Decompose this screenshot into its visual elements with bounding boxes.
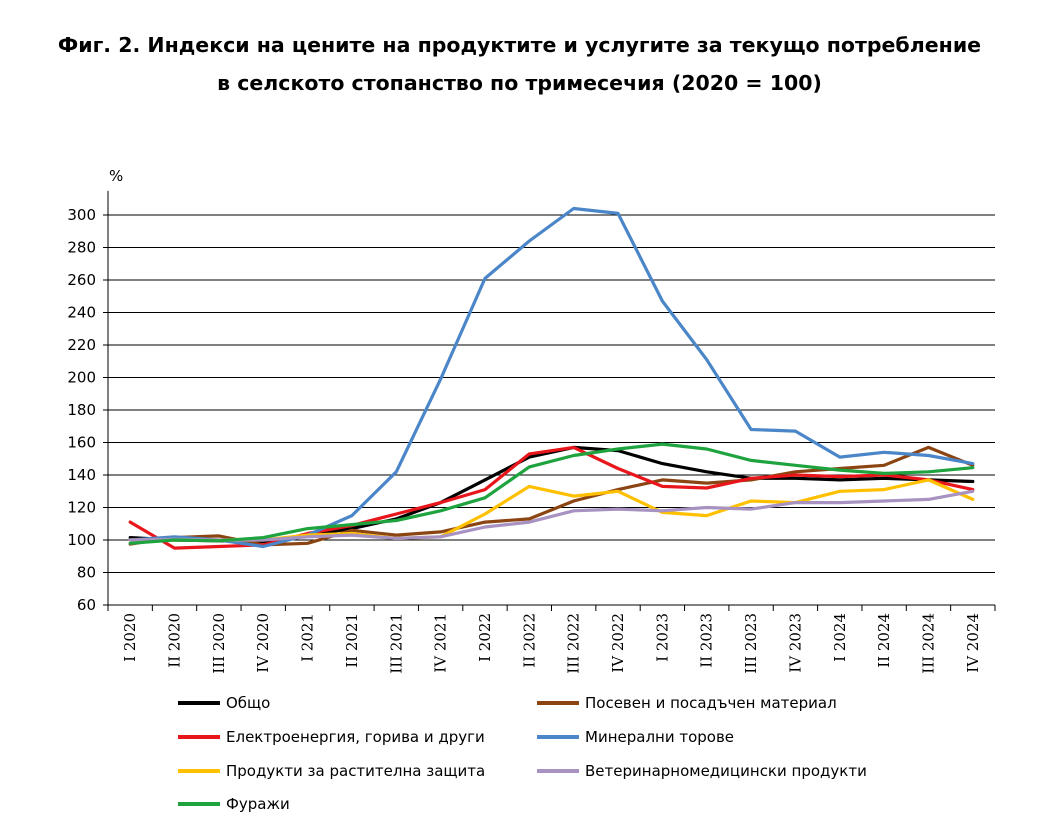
x-tick-label-19: IV 2024 [964,613,982,673]
axes [103,190,996,611]
y-tick-label-260: 260 [67,271,96,289]
y-tick-label-280: 280 [67,239,96,257]
y-tick-label-180: 180 [67,401,96,419]
chart-title-line-2: в селското стопанство по тримесечия (202… [217,71,822,95]
y-tick-label-100: 100 [67,531,96,549]
series-line-7 [128,442,975,545]
x-tick-label-2: III 2020 [210,613,228,674]
y-tick-label-80: 80 [77,564,96,582]
legend-swatch [178,701,220,705]
x-tick-label-9: II 2022 [520,613,538,668]
x-tick-label-1: II 2020 [166,613,184,668]
legend-item-6: Ветеринарномедицински продукти [537,760,867,782]
x-tick-label-11: IV 2022 [609,613,627,673]
legend-item-7: Фуражи [178,793,290,815]
tick-labels: 60 80 100 120 140 160 180 200 220 240 260 280 300 I 2… [67,206,981,674]
x-tick-label-18: III 2024 [919,613,937,674]
y-tick-label-240: 240 [67,304,96,322]
legend-label: Посевен и посадъчен материал [585,694,837,712]
x-tick-label-0: I 2020 [121,613,139,662]
legend-item-4: Минерални торове [537,726,734,748]
legend-swatch [537,735,579,739]
x-tick-label-13: II 2023 [698,613,716,668]
y-tick-label-120: 120 [67,499,96,517]
y-axis-unit-label: % [109,167,123,185]
chart-title-line-1: Фиг. 2. Индекси на цените на продуктите … [57,33,982,57]
x-tick-label-16: I 2024 [831,613,849,662]
y-tick-label-140: 140 [67,466,96,484]
x-tick-label-7: IV 2021 [432,613,450,673]
x-tick-label-4: I 2021 [299,613,317,662]
legend-label: Електроенергия, горива и други [226,728,485,746]
legend-item-3: Електроенергия, горива и други [178,726,485,748]
legend-swatch [178,802,220,806]
y-tick-label-200: 200 [67,369,96,387]
x-tick-label-14: III 2023 [742,613,760,674]
y-tick-label-220: 220 [67,336,96,354]
legend-label: Фуражи [226,795,290,813]
gridlines [108,214,995,573]
y-tick-label-60: 60 [77,596,96,614]
legend-label: Продукти за растителна защита [226,762,486,780]
legend-item-5: Продукти за растителна защита [178,760,485,782]
legend-item-2: Посевен и посадъчен материал [537,692,837,714]
x-tick-label-15: IV 2023 [786,613,804,673]
y-tick-label-300: 300 [67,206,96,224]
chart-title: Фиг. 2. Индекси на цените на продуктите … [0,26,1039,102]
x-tick-label-5: II 2021 [343,613,361,668]
legend-label: Минерални торове [585,728,735,746]
x-tick-label-17: II 2024 [875,613,893,668]
series-lines [128,206,975,550]
legend-swatch [178,735,220,739]
legend-label: Ветеринарномедицински продукти [585,762,867,780]
series-line-6 [128,489,975,542]
legend-label: Общо [226,694,271,712]
legend-swatch [537,701,579,705]
legend-swatch [178,769,220,773]
x-tick-label-8: I 2022 [476,613,494,662]
x-tick-label-12: I 2023 [653,613,671,662]
x-tick-label-3: IV 2020 [254,613,272,673]
x-tick-label-6: III 2021 [387,613,405,674]
y-tick-label-160: 160 [67,434,96,452]
series-line-4 [128,206,975,549]
legend-item-1: Общо [178,692,270,714]
legend-swatch [537,769,579,773]
x-tick-label-10: III 2022 [565,613,583,674]
